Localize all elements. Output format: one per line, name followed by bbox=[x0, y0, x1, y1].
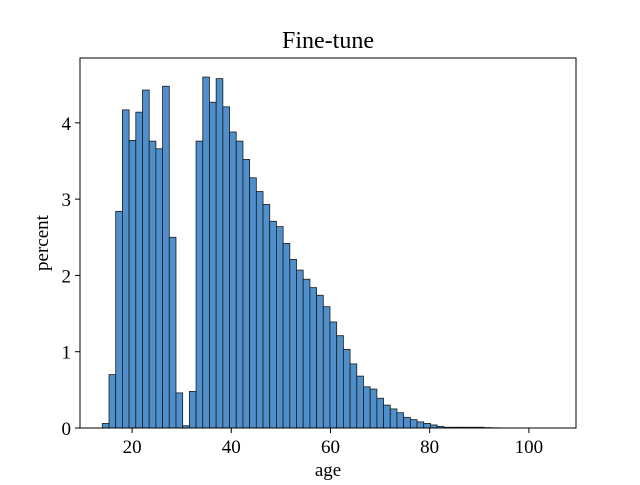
x-tick-label: 40 bbox=[222, 437, 241, 458]
histogram-bar bbox=[209, 102, 216, 428]
histogram-bar bbox=[116, 211, 123, 428]
histogram-bar bbox=[417, 422, 424, 428]
y-tick-label: 3 bbox=[62, 190, 72, 211]
histogram-bar bbox=[263, 204, 270, 428]
histogram-bar bbox=[129, 140, 136, 428]
histogram-bar bbox=[323, 307, 330, 428]
x-tick-label: 60 bbox=[321, 437, 340, 458]
y-axis-label: percent bbox=[32, 214, 53, 271]
histogram-bar bbox=[297, 270, 304, 428]
histogram-bar bbox=[143, 90, 150, 428]
histogram-bar bbox=[317, 295, 324, 428]
histogram-bar bbox=[343, 349, 350, 428]
histogram-bar bbox=[363, 387, 370, 428]
histogram-bar bbox=[223, 107, 230, 428]
x-axis-label: age bbox=[315, 460, 341, 480]
histogram-bar bbox=[350, 364, 357, 428]
histogram-bar bbox=[404, 417, 411, 428]
histogram-bar bbox=[377, 398, 384, 428]
histogram-bar bbox=[310, 288, 317, 428]
histogram-bar bbox=[250, 178, 257, 428]
histogram-bar bbox=[424, 423, 431, 428]
histogram-bar bbox=[109, 375, 116, 428]
x-tick-label: 100 bbox=[515, 437, 544, 458]
histogram-bar bbox=[203, 77, 210, 428]
histogram-bar bbox=[276, 227, 283, 428]
histogram-bar bbox=[163, 86, 170, 428]
histogram-bar bbox=[357, 376, 364, 428]
x-tick-label: 20 bbox=[123, 437, 142, 458]
histogram-bar bbox=[169, 237, 176, 428]
histogram-bar bbox=[216, 79, 223, 428]
chart-title: Fine-tune bbox=[282, 28, 374, 54]
y-tick-label: 1 bbox=[62, 343, 72, 364]
histogram-bar bbox=[330, 322, 337, 428]
y-tick-label: 0 bbox=[62, 419, 72, 440]
histogram-bar bbox=[243, 159, 250, 428]
y-tick-label: 4 bbox=[62, 114, 72, 135]
histogram-bar bbox=[236, 141, 243, 428]
y-tick-label: 2 bbox=[62, 266, 72, 287]
histogram-bar bbox=[270, 221, 277, 428]
histogram-bar bbox=[122, 110, 129, 428]
histogram-bar bbox=[384, 405, 391, 428]
histogram-bar bbox=[136, 112, 143, 428]
histogram-bar bbox=[283, 243, 290, 428]
histogram-bar bbox=[156, 149, 163, 428]
histogram-bar bbox=[196, 141, 203, 428]
histogram-bar bbox=[390, 409, 397, 428]
histogram-bar bbox=[337, 336, 344, 428]
histogram-bar bbox=[303, 279, 310, 428]
bars-layer bbox=[102, 77, 551, 428]
histogram-bar bbox=[290, 259, 297, 428]
histogram-bar bbox=[397, 413, 404, 428]
histogram-bar bbox=[176, 393, 183, 428]
histogram-bar bbox=[410, 420, 417, 428]
histogram-bar bbox=[149, 141, 156, 428]
histogram-bar bbox=[230, 132, 237, 428]
x-tick-label: 80 bbox=[420, 437, 439, 458]
histogram-bar bbox=[189, 391, 196, 428]
histogram-bar bbox=[256, 192, 263, 428]
histogram-bar bbox=[370, 389, 377, 428]
histogram-bar bbox=[102, 423, 109, 428]
